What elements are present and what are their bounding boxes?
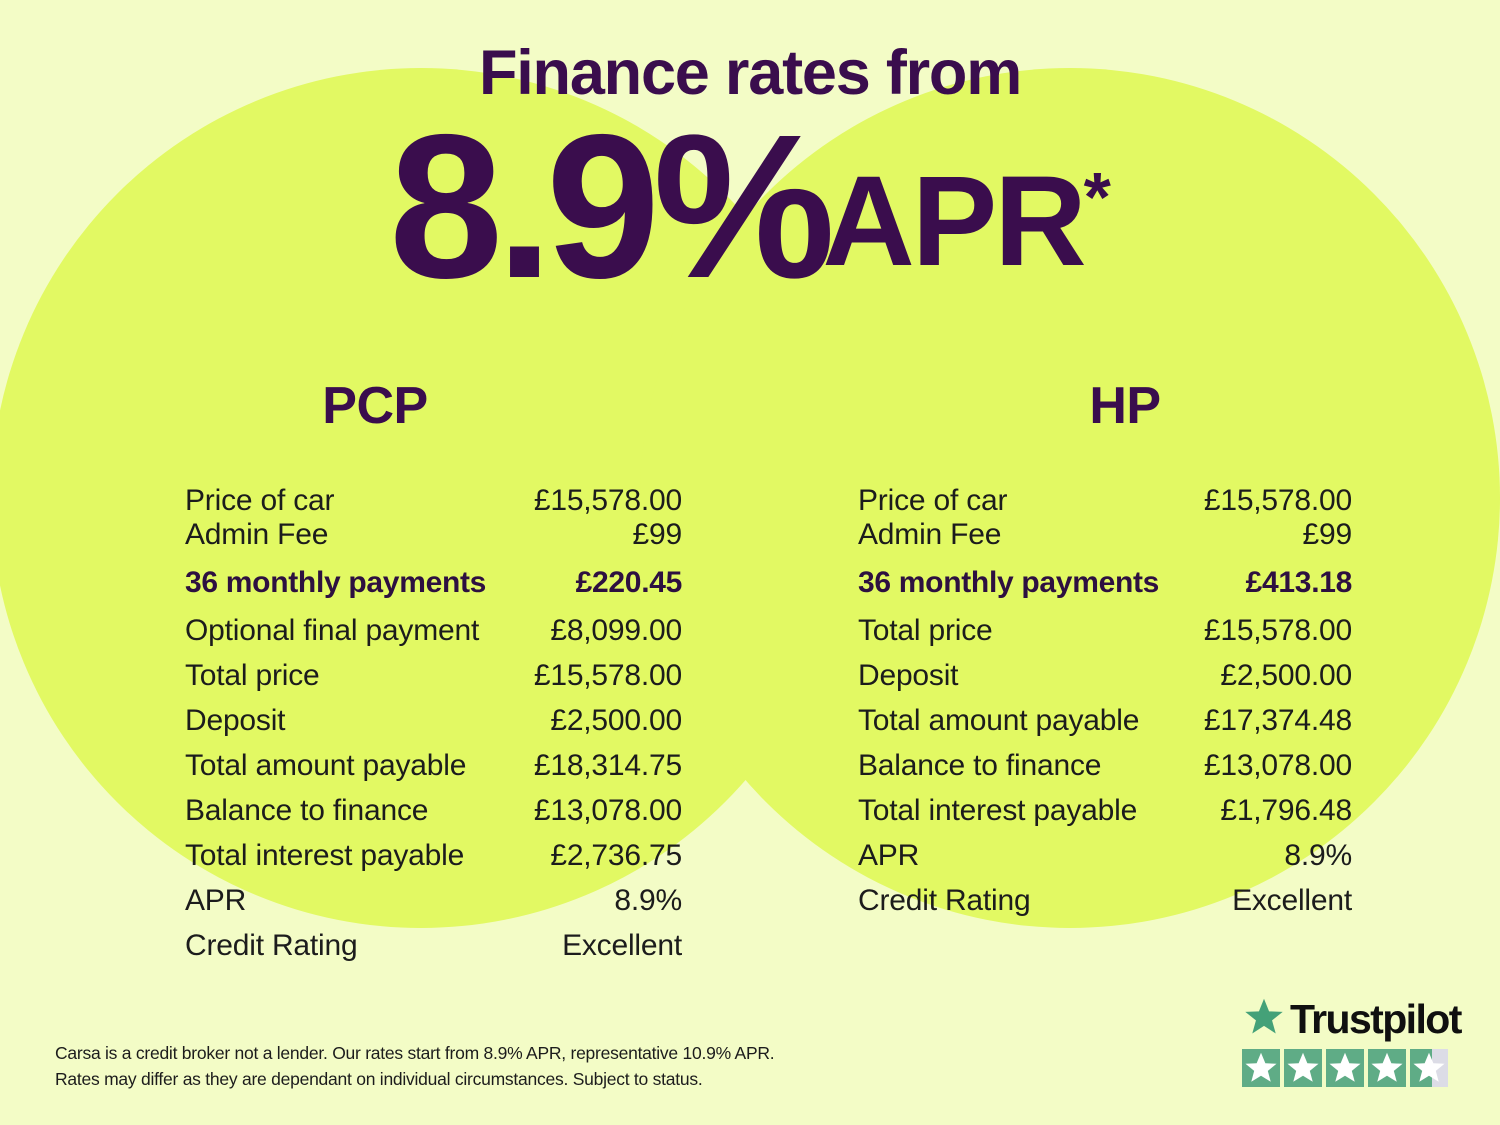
headline-rate: 8.9% APR * (0, 92, 1500, 322)
disclaimer: Carsa is a credit broker not a lender. O… (55, 1040, 775, 1092)
row-value: £15,578.00 (533, 484, 682, 517)
row-value: £18,314.75 (533, 749, 682, 782)
table-row: Balance to finance £13,078.00 (185, 794, 682, 828)
disclaimer-line-2: Rates may differ as they are dependant o… (55, 1069, 703, 1089)
row-label: Price of car (185, 484, 335, 517)
row-value: £2,736.75 (550, 839, 682, 872)
row-value: 8.9% (614, 884, 682, 917)
disclaimer-line-1: Carsa is a credit broker not a lender. O… (55, 1043, 775, 1063)
row-value: £413.18 (1245, 566, 1353, 599)
row-value: £15,578.00 (533, 659, 682, 692)
table-row: APR 8.9% (858, 839, 1352, 873)
table-row: Credit Rating Excellent (185, 929, 682, 963)
row-value: £13,078.00 (533, 794, 682, 827)
row-label: Admin Fee (185, 518, 329, 551)
trustpilot-star-2 (1284, 1049, 1322, 1087)
table-row: Price of car £15,578.00 (185, 484, 682, 518)
table-row: Total interest payable £1,796.48 (858, 794, 1352, 828)
row-value: £220.45 (575, 566, 683, 599)
row-label: Balance to finance (858, 749, 1102, 782)
row-label: Deposit (185, 704, 286, 737)
trustpilot-star-icon (1242, 996, 1286, 1043)
row-value: £17,374.48 (1203, 704, 1352, 737)
table-row: Admin Fee £99 (858, 518, 1352, 552)
table-row: Total price £15,578.00 (185, 659, 682, 693)
trustpilot-star-3 (1326, 1049, 1364, 1087)
table-row: Deposit £2,500.00 (185, 704, 682, 738)
table-row: Deposit £2,500.00 (858, 659, 1352, 693)
trustpilot-star-5 (1410, 1049, 1448, 1087)
row-label: Admin Fee (858, 518, 1002, 551)
table-row: 36 monthly payments £220.45 (185, 566, 682, 600)
row-value: £13,078.00 (1203, 749, 1352, 782)
row-label: Balance to finance (185, 794, 429, 827)
table-rows-hp: Price of car £15,578.00 Admin Fee £99 36 mon… (750, 484, 1500, 918)
table-heading-pcp: PCP (322, 377, 428, 435)
row-value: Excellent (1232, 884, 1352, 917)
rate-unit: APR (822, 150, 1086, 294)
table-row: APR 8.9% (185, 884, 682, 918)
rate-asterisk: * (1083, 158, 1111, 237)
table-heading-hp: HP (1089, 377, 1161, 435)
row-label: Optional final payment (185, 614, 480, 647)
row-label: Total amount payable (858, 704, 1140, 737)
table-rows-pcp: Price of car £15,578.00 Admin Fee £99 36 mon… (0, 484, 750, 963)
row-label: Credit Rating (185, 929, 358, 962)
table-row: Admin Fee £99 (185, 518, 682, 552)
row-label: Credit Rating (858, 884, 1031, 917)
finance-table-hp: HP Price of car £15,578.00 Admin Fee £99 36 … (750, 380, 1500, 974)
table-row: Total amount payable £17,374.48 (858, 704, 1352, 738)
row-label: Total price (858, 614, 993, 647)
trustpilot-star-1 (1242, 1049, 1280, 1087)
table-row: Credit Rating Excellent (858, 884, 1352, 918)
table-row: Optional final payment £8,099.00 (185, 614, 682, 648)
row-label: Total interest payable (858, 794, 1138, 827)
row-value: £1,796.48 (1220, 794, 1352, 827)
table-row: Balance to finance £13,078.00 (858, 749, 1352, 783)
row-label: APR (185, 884, 247, 917)
row-value: £15,578.00 (1203, 614, 1352, 647)
row-value: Excellent (562, 929, 682, 962)
trustpilot-widget[interactable]: Trustpilot (1242, 996, 1462, 1087)
trustpilot-rating-stars (1242, 1049, 1452, 1087)
row-label: Deposit (858, 659, 959, 692)
row-label: Price of car (858, 484, 1008, 517)
table-row: Total interest payable £2,736.75 (185, 839, 682, 873)
row-value: £8,099.00 (550, 614, 682, 647)
row-value: £2,500.00 (550, 704, 682, 737)
row-value: £15,578.00 (1203, 484, 1352, 517)
rate-value: 8.9% (389, 92, 835, 322)
row-value: 8.9% (1284, 839, 1352, 872)
table-row: Price of car £15,578.00 (858, 484, 1352, 518)
row-value: £2,500.00 (1220, 659, 1352, 692)
background-circle-right (640, 68, 1500, 928)
finance-table-pcp: PCP Price of car £15,578.00 Admin Fee £99 36… (0, 380, 750, 974)
trustpilot-star-4 (1368, 1049, 1406, 1087)
finance-tables: PCP Price of car £15,578.00 Admin Fee £99 36… (0, 380, 1500, 974)
table-row: Total amount payable £18,314.75 (185, 749, 682, 783)
trustpilot-brand: Trustpilot (1242, 996, 1462, 1043)
row-label: Total price (185, 659, 320, 692)
trustpilot-wordmark: Trustpilot (1290, 996, 1462, 1042)
table-row: Total price £15,578.00 (858, 614, 1352, 648)
row-label: Total amount payable (185, 749, 467, 782)
table-row: 36 monthly payments £413.18 (858, 566, 1352, 600)
row-label: APR (858, 839, 920, 872)
row-value: £99 (1302, 518, 1353, 551)
row-label: Total interest payable (185, 839, 465, 872)
header: Finance rates from 8.9% APR * (0, 0, 1500, 322)
row-label: 36 monthly payments (858, 566, 1160, 599)
page-title: Finance rates from (478, 38, 1022, 108)
row-label: 36 monthly payments (185, 566, 487, 599)
row-value: £99 (632, 518, 683, 551)
